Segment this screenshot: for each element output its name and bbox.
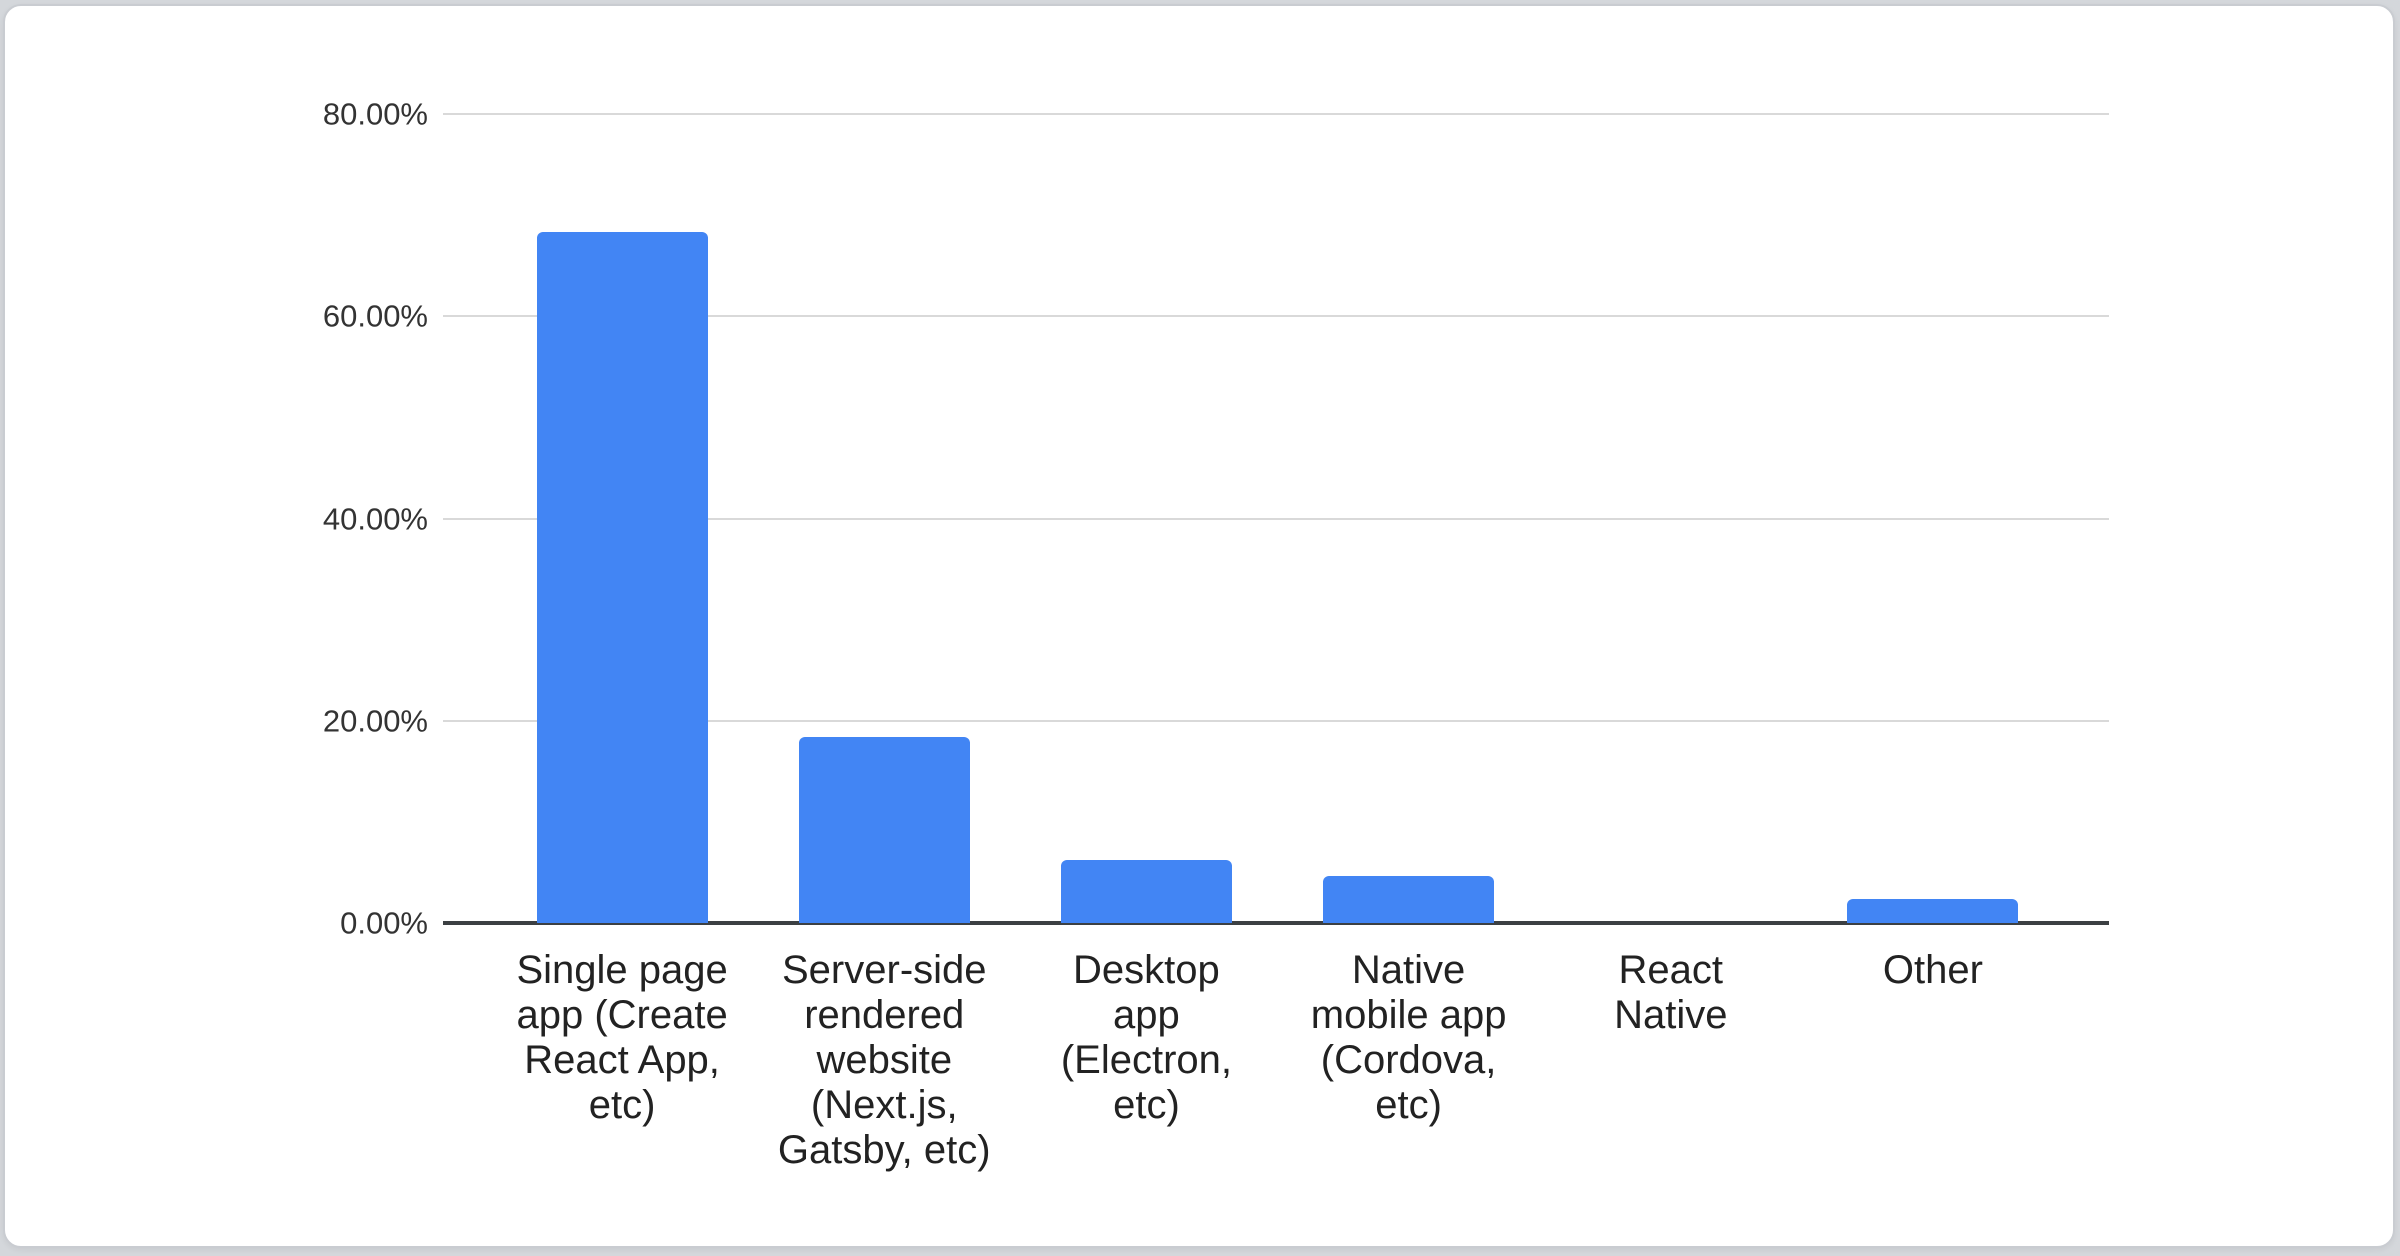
bar-slot [1278, 113, 1540, 923]
chart-card [3, 4, 2395, 1248]
bar-slot [1015, 113, 1277, 923]
bar-slot [753, 113, 1015, 923]
x-axis-line [443, 921, 2109, 925]
bars [491, 113, 2064, 923]
bar-slot [491, 113, 753, 923]
bar-native-mobile-app [1323, 876, 1495, 923]
bar-single-page-app [536, 232, 708, 923]
plot-area [443, 113, 2109, 925]
bar-server-side-rendered-website [798, 736, 970, 923]
bar-slot [1540, 113, 1802, 923]
y-axis-tick-label: 0.00% [340, 905, 428, 941]
gridline [443, 518, 2109, 520]
gridline [443, 315, 2109, 317]
category-label-server-side-rendered-website: Server-side rendered website (Next.js, G… [777, 948, 991, 1172]
category-label-native-mobile-app: Native mobile app (Cordova, etc) [1310, 948, 1507, 1127]
gridline [443, 720, 2109, 722]
gridline [443, 113, 2109, 115]
y-axis-tick-label: 80.00% [322, 96, 428, 132]
bar-desktop-app [1060, 860, 1232, 923]
y-axis: 80.00% 60.00% 40.00% 20.00% 0.00% [0, 0, 428, 1256]
y-axis-tick-label: 40.00% [322, 501, 428, 537]
category-label-desktop-app: Desktop app (Electron, etc) [1060, 948, 1233, 1127]
bar-slot [1802, 113, 2064, 923]
category-label-single-page-app: Single page app (Create React App, etc) [516, 948, 728, 1127]
category-label-react-native: React Native [1614, 948, 1728, 1037]
x-axis-category-labels: Single page app (Create React App, etc) … [491, 948, 2064, 1173]
y-axis-tick-label: 60.00% [322, 298, 428, 334]
y-axis-tick-label: 20.00% [322, 703, 428, 739]
category-label-other: Other [1882, 948, 1983, 992]
bar-other [1847, 898, 2019, 923]
